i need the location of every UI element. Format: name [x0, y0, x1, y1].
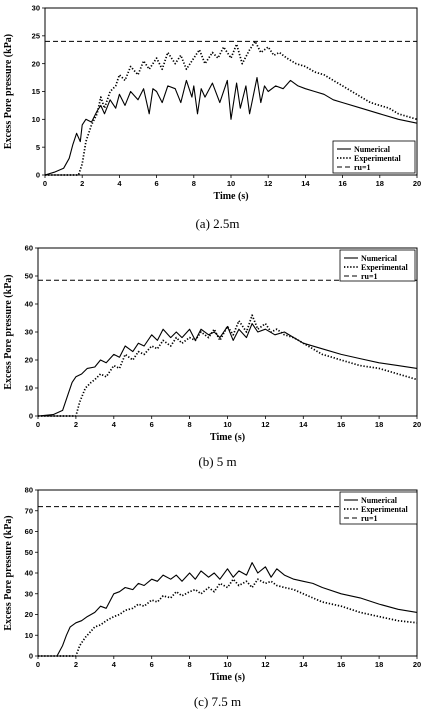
x-tick-label: 0	[36, 660, 40, 669]
series-line-dotted	[45, 40, 418, 176]
legend-entry: Experimental	[354, 154, 401, 163]
x-tick-label: 8	[188, 420, 192, 429]
x-tick-label: 16	[338, 179, 346, 188]
series-line-dotted	[38, 314, 418, 417]
x-tick-label: 2	[74, 660, 78, 669]
legend-entry: ru=1	[354, 163, 371, 172]
y-axis-label: Excess Pore pressure (kPa)	[3, 274, 14, 389]
x-tick-label: 2	[80, 179, 84, 188]
y-tick-label: 40	[25, 569, 33, 578]
x-tick-label: 4	[112, 420, 117, 429]
legend-entry: Numerical	[354, 145, 391, 154]
x-tick-label: 14	[301, 179, 310, 188]
chart-b-caption: (b) 5 m	[198, 454, 237, 469]
legend-entry: Experimental	[361, 505, 408, 514]
x-tick-label: 12	[261, 660, 269, 669]
y-tick-label: 40	[25, 300, 33, 309]
x-tick-label: 10	[227, 179, 235, 188]
y-axis-label: Excess Pore pressure (kPa)	[3, 34, 14, 149]
y-tick-label: 80	[25, 486, 33, 495]
x-axis-label: Time (s)	[213, 191, 248, 202]
x-tick-label: 6	[155, 179, 159, 188]
x-tick-label: 0	[36, 420, 40, 429]
y-tick-label: 10	[32, 115, 40, 124]
y-tick-label: 20	[32, 59, 40, 68]
x-tick-label: 10	[223, 660, 231, 669]
chart-a-caption: (a) 2.5m	[195, 216, 240, 231]
series-line-dotted	[38, 578, 418, 657]
legend-box	[339, 491, 418, 525]
y-tick-label: 20	[25, 610, 33, 619]
chart-a: 0 2 4 6 8 10 12 14 16 18 20 0 5 10 15 20 25 30 Time (s) Exc…	[3, 4, 421, 202]
y-tick-label: 30	[25, 589, 33, 598]
chart-panel-b: 0 2 4 6 8 10 12 14 16 18 20 0 10 20 30 40 50 60 Time (s) Ex…	[0, 240, 435, 480]
x-tick-label: 12	[264, 179, 272, 188]
y-tick-label: 70	[25, 506, 33, 515]
y-axis-label: Excess Pore pressure (kPa)	[3, 515, 14, 630]
chart-c: 0 2 4 6 8 10 12 14 16 18 20 0 10 20 30 40 50 60 70 80 Time (…	[3, 486, 421, 683]
y-tick-label: 0	[29, 652, 33, 661]
x-tick-label: 20	[413, 420, 421, 429]
x-tick-label: 12	[261, 420, 269, 429]
y-tick-label: 30	[25, 328, 33, 337]
x-tick-label: 0	[43, 179, 47, 188]
y-tick-label: 25	[32, 31, 40, 40]
series-line-solid	[38, 562, 418, 657]
x-tick-label: 18	[375, 660, 383, 669]
y-tick-label: 60	[25, 244, 33, 253]
y-tick-label: 0	[36, 171, 40, 180]
x-tick-label: 16	[337, 420, 345, 429]
series-line-solid	[37, 323, 418, 417]
y-tick-label: 10	[25, 631, 33, 640]
y-tick-label: 30	[32, 4, 40, 13]
x-tick-label: 2	[74, 420, 78, 429]
y-tick-label: 20	[25, 356, 33, 365]
chart-c-caption: (c) 7.5 m	[193, 694, 242, 709]
x-tick-label: 4	[117, 179, 122, 188]
legend-box	[332, 140, 416, 174]
x-tick-label: 8	[188, 660, 192, 669]
chart-b: 0 2 4 6 8 10 12 14 16 18 20 0 10 20 30 40 50 60 Time (s) Ex…	[3, 244, 421, 443]
x-tick-label: 10	[223, 420, 231, 429]
x-axis-label: Time (s)	[210, 432, 245, 443]
x-tick-label: 8	[192, 179, 196, 188]
y-tick-label: 15	[32, 87, 40, 96]
legend-entry: Numerical	[361, 496, 398, 505]
x-tick-label: 20	[413, 660, 421, 669]
x-tick-label: 4	[112, 660, 117, 669]
y-tick-label: 10	[25, 384, 33, 393]
y-tick-label: 5	[36, 143, 40, 152]
y-tick-label: 60	[25, 527, 33, 536]
chart-panel-a: 0 2 4 6 8 10 12 14 16 18 20 0 5 10 15 20 25 30 Time (s) Exc…	[0, 0, 435, 240]
legend-entry: ru=1	[361, 514, 378, 523]
x-tick-label: 16	[337, 660, 345, 669]
x-axis-label: Time (s)	[210, 672, 245, 683]
x-tick-label: 6	[150, 420, 154, 429]
x-tick-label: 20	[413, 179, 421, 188]
x-tick-label: 6	[150, 660, 154, 669]
series-line-solid	[44, 77, 418, 176]
chart-panel-c: 0 2 4 6 8 10 12 14 16 18 20 0 10 20 30 40 50 60 70 80 Time (…	[0, 480, 435, 718]
x-tick-label: 18	[376, 179, 384, 188]
y-tick-label: 50	[25, 548, 33, 557]
y-tick-label: 50	[25, 272, 33, 281]
y-tick-label: 0	[29, 412, 33, 421]
legend-entry: ru=1	[361, 272, 378, 281]
x-tick-label: 14	[299, 660, 308, 669]
x-tick-label: 14	[299, 420, 308, 429]
legend-entry: Experimental	[361, 263, 408, 272]
x-tick-label: 18	[375, 420, 383, 429]
legend-entry: Numerical	[361, 254, 398, 263]
